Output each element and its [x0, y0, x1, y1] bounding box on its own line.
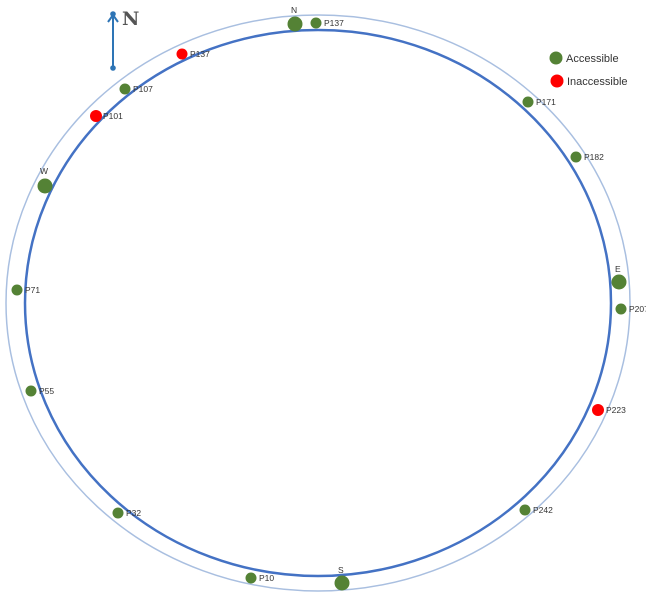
point-p107[interactable]: P107: [119, 83, 154, 95]
point-p101[interactable]: P101: [90, 110, 123, 122]
point-p207[interactable]: P207: [615, 303, 646, 315]
point-p137-b[interactable]: P137: [176, 48, 211, 60]
cardinal-label-S: S: [338, 565, 344, 575]
point-label: P242: [533, 505, 553, 515]
cardinal-W[interactable]: W: [37, 166, 53, 194]
point-p171[interactable]: P171: [522, 96, 557, 108]
legend-item-inaccessible: Inaccessible: [550, 74, 628, 88]
point-label: P55: [39, 386, 54, 396]
cardinal-marker-W[interactable]: [37, 178, 53, 194]
point-p71[interactable]: P71: [11, 284, 41, 296]
north-label: N: [122, 8, 139, 30]
point-label: P137: [190, 49, 210, 59]
cardinal-E[interactable]: E: [611, 264, 627, 290]
point-marker[interactable]: [112, 507, 124, 519]
point-label: P10: [259, 573, 274, 583]
outer-ring: [5, 14, 631, 592]
point-p137-a[interactable]: P137: [310, 17, 345, 29]
point-p10[interactable]: P10: [245, 572, 275, 584]
point-p242[interactable]: P242: [519, 504, 554, 516]
cardinal-marker-N[interactable]: [287, 16, 303, 32]
point-label: P71: [25, 285, 40, 295]
point-marker[interactable]: [615, 303, 627, 315]
inaccessible-marker-icon: [550, 74, 564, 88]
accessible-marker-icon: [549, 51, 563, 65]
point-label: P171: [536, 97, 556, 107]
point-marker[interactable]: [519, 504, 531, 516]
point-marker[interactable]: [25, 385, 37, 397]
point-label: P207: [629, 304, 646, 314]
cardinal-label-N: N: [291, 5, 297, 15]
north-arrow-head-icon: [107, 13, 119, 23]
point-p55[interactable]: P55: [25, 385, 55, 397]
north-arrow-base: [110, 65, 116, 71]
cardinal-label-E: E: [615, 264, 621, 274]
point-label: P107: [133, 84, 153, 94]
point-marker[interactable]: [11, 284, 23, 296]
point-marker[interactable]: [245, 572, 257, 584]
point-p223[interactable]: P223: [592, 404, 626, 416]
point-marker[interactable]: [310, 17, 322, 29]
point-label: P137: [324, 18, 344, 28]
point-marker[interactable]: [522, 96, 534, 108]
point-marker[interactable]: [119, 83, 131, 95]
cardinal-N[interactable]: N: [287, 5, 303, 32]
legend-label-inaccessible: Inaccessible: [567, 76, 628, 88]
point-p182[interactable]: P182: [570, 151, 605, 163]
legend-label-accessible: Accessible: [566, 53, 619, 65]
cardinal-marker-E[interactable]: [611, 274, 627, 290]
point-label: P101: [103, 111, 123, 121]
point-label: P32: [126, 508, 141, 518]
point-marker[interactable]: [90, 110, 102, 122]
cardinal-S[interactable]: S: [334, 565, 350, 591]
legend: Accessible Inaccessible: [549, 51, 628, 88]
inner-ring: [23, 28, 613, 578]
point-marker[interactable]: [176, 48, 188, 60]
point-marker[interactable]: [570, 151, 582, 163]
legend-item-accessible: Accessible: [549, 51, 619, 65]
point-p32[interactable]: P32: [112, 507, 142, 519]
point-label: P182: [584, 152, 604, 162]
point-label: P223: [606, 405, 626, 415]
cardinal-label-W: W: [40, 166, 48, 176]
north-indicator: N: [107, 8, 139, 71]
cardinal-marker-S[interactable]: [334, 575, 350, 591]
point-marker[interactable]: [592, 404, 604, 416]
